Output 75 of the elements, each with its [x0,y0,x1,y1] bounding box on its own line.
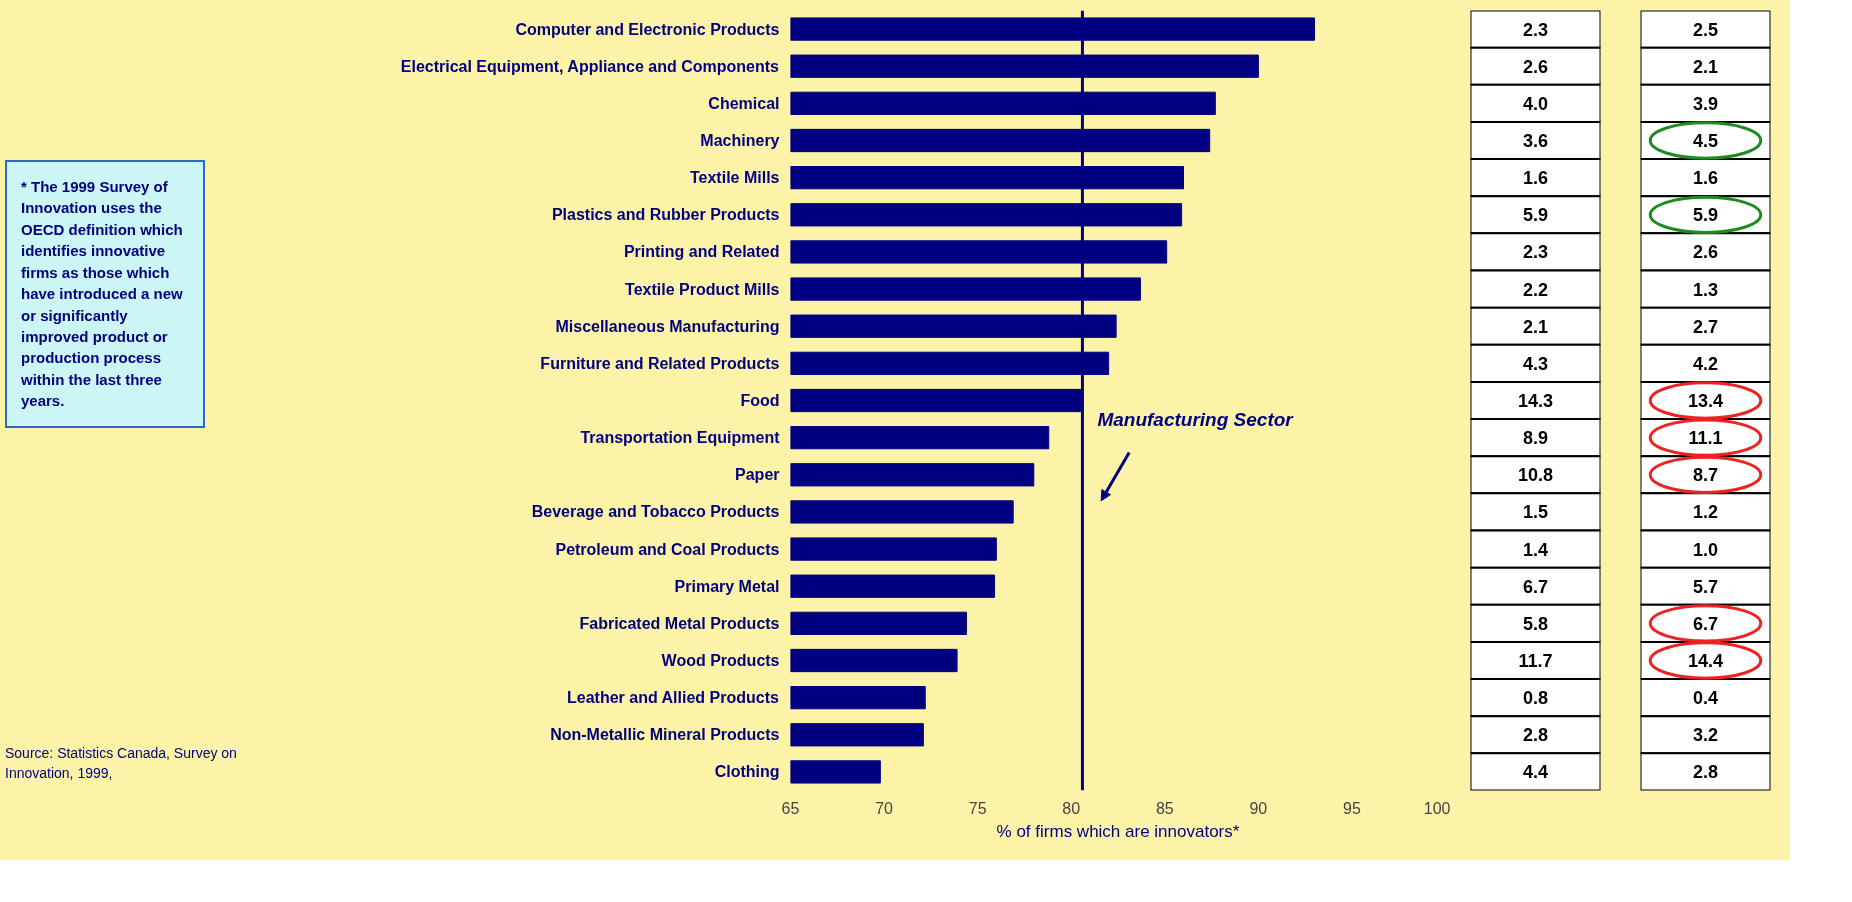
x-tick-label: 100 [1423,799,1451,817]
data-label: 11.7 [1518,651,1553,671]
y-tick-label: Food [740,392,780,409]
data-label: 5.9 [1522,205,1549,226]
y-tick-label: Textile Mills [689,169,780,187]
data-label: 2.6 [1522,56,1549,77]
data-label: 4.4 [1522,762,1549,783]
x-axis-title: % of firms which are innovators* [996,821,1240,841]
source-note: Source: Statistics Canada, Survey on Innovation, 1999, [5,743,238,783]
y-tick-label: Beverage and Tobacco Products [531,503,780,521]
y-tick-label: Transportation Equipment [580,429,781,447]
data-label: 2.3 [1522,242,1549,263]
data-label: 1.3 [1692,279,1719,300]
y-tick-label: Plastics and Rubber Products [551,206,780,224]
data-label: 1.0 [1692,539,1719,560]
y-tick-label: Machinery [700,132,780,149]
data-label: 14.3 [1517,391,1554,411]
y-tick-label: Primary Metal [674,577,780,595]
y-tick-label: Computer and Electronic Products [515,20,780,38]
data-label: 2.5 [1692,19,1719,40]
y-tick-label: Clothing [714,763,780,781]
x-tick-label: 95 [1343,799,1361,817]
data-label: 0.8 [1522,688,1549,709]
data-label: 13.4 [1687,391,1724,411]
data-label: 1.5 [1522,502,1549,523]
data-label: 1.6 [1522,168,1549,189]
data-label: 2.6 [1692,242,1719,263]
y-tick-label: Chemical [708,94,780,112]
data-label: 5.7 [1692,576,1719,597]
data-label: 4.5 [1692,131,1719,151]
data-label: 1.4 [1522,539,1549,560]
data-label: 2.8 [1522,725,1549,746]
data-label: 0.4 [1692,688,1719,709]
x-tick-label: 65 [781,799,800,817]
data-label: 2.1 [1522,316,1549,337]
data-label: 6.7 [1692,613,1719,634]
x-tick-label: 70 [875,799,894,817]
data-label: 1.2 [1692,502,1719,523]
data-label: 8.9 [1522,428,1549,449]
y-tick-label: Fabricated Metal Products [579,614,780,632]
data-label: 4.0 [1522,93,1549,114]
data-label: 2.2 [1522,279,1549,300]
data-label: 10.8 [1517,465,1554,486]
y-tick-label: Paper [735,466,780,484]
ref-line-label: Manufacturing Sector [1097,408,1295,430]
data-label: 11.1 [1688,428,1723,449]
y-tick-label: Printing and Related [623,243,780,261]
data-label: 2.1 [1692,56,1719,77]
y-tick-label: Electrical Equipment, Appliance and Components [400,57,780,75]
y-tick-label: Textile Product Mills [625,280,780,298]
y-tick-label: Wood Products [661,652,780,669]
y-tick-label: Non-Metallic Mineral Products [550,726,780,744]
data-label: 2.8 [1692,762,1719,783]
data-label: 3.2 [1692,725,1719,746]
y-tick-label: Furniture and Related Products [540,354,780,372]
data-label: 6.7 [1522,576,1549,597]
y-tick-label: Petroleum and Coal Products [555,540,780,558]
data-label: 14.4 [1687,651,1724,671]
data-label: 2.7 [1692,316,1719,337]
data-label: 4.3 [1522,353,1549,374]
y-tick-label: Miscellaneous Manufacturing [555,317,780,335]
text: * The 1999 Survey of Innovation uses the OECD definition which identifies innovative firms as those which have introduced a new or significantly improved product or production process within the last three years. [21,178,183,410]
data-label: 4.2 [1692,353,1719,374]
data-label: 3.9 [1692,93,1719,114]
data-label: 5.9 [1692,205,1719,226]
data-label: 8.7 [1692,465,1719,486]
x-tick-label: 85 [1155,799,1174,817]
data-label: 2.3 [1522,19,1549,40]
x-tick-label: 90 [1249,799,1268,817]
x-tick-label: 80 [1062,799,1081,817]
data-label: 3.6 [1522,131,1549,151]
y-tick-label: Leather and Allied Products [567,689,780,707]
data-label: 5.8 [1522,613,1549,634]
x-tick-label: 75 [968,799,987,817]
data-label: 1.6 [1692,168,1719,189]
